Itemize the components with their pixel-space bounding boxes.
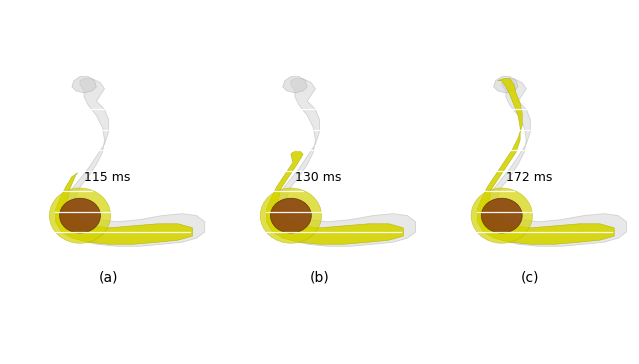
Ellipse shape xyxy=(59,198,100,233)
Polygon shape xyxy=(270,79,415,246)
Text: (b): (b) xyxy=(310,270,329,284)
Polygon shape xyxy=(266,150,403,244)
Polygon shape xyxy=(59,79,204,246)
Polygon shape xyxy=(56,173,192,244)
Polygon shape xyxy=(72,76,96,93)
Polygon shape xyxy=(493,76,518,93)
Ellipse shape xyxy=(270,198,311,233)
Polygon shape xyxy=(481,79,626,246)
Ellipse shape xyxy=(49,188,111,243)
Polygon shape xyxy=(477,79,614,244)
Text: 172 ms: 172 ms xyxy=(506,171,552,184)
Text: (c): (c) xyxy=(521,270,539,284)
Text: 130 ms: 130 ms xyxy=(295,171,341,184)
Text: 115 ms: 115 ms xyxy=(84,171,130,184)
Ellipse shape xyxy=(481,198,522,233)
Ellipse shape xyxy=(260,188,321,243)
Polygon shape xyxy=(282,76,307,93)
Text: (a): (a) xyxy=(99,270,118,284)
Ellipse shape xyxy=(471,188,532,243)
